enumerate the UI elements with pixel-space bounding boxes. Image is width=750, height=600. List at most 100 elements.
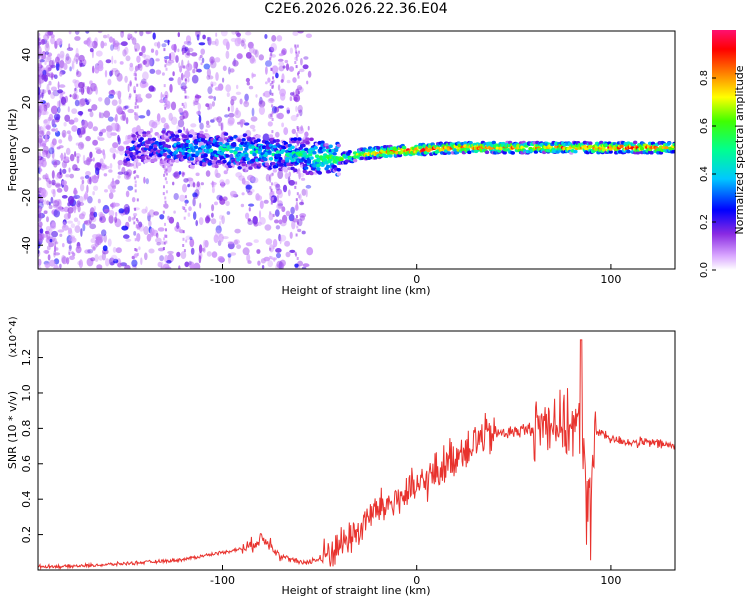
noise-blob (186, 52, 192, 56)
noise-blob (38, 45, 42, 55)
noise-blob (38, 238, 41, 243)
spectrogram-cell (588, 144, 593, 149)
y-tick-label: -40 (20, 236, 33, 254)
noise-blob (230, 103, 235, 113)
noise-streak (133, 176, 136, 180)
noise-blob (207, 86, 213, 95)
noise-streak (296, 44, 299, 48)
noise-blob (61, 195, 68, 199)
noise-blob (81, 179, 85, 185)
noise-blob (80, 86, 85, 95)
noise-blob (53, 252, 61, 256)
noise-blob (206, 217, 212, 222)
spectrogram-cell (388, 154, 393, 158)
y-tick-label: 40 (20, 48, 33, 62)
noise-blob (95, 167, 100, 176)
noise-blob (305, 33, 312, 39)
noise-blob (233, 239, 240, 245)
noise-blob (79, 127, 86, 135)
noise-blob (170, 101, 177, 111)
noise-blob (48, 147, 55, 155)
noise-streak (269, 57, 272, 61)
noise-blob (187, 60, 190, 68)
spectrogram-cell (225, 142, 230, 146)
noise-blob (38, 102, 42, 110)
noise-streak (184, 90, 187, 94)
noise-blob (46, 83, 50, 93)
noise-blob (190, 123, 197, 128)
colorbar-label: Normalized spectral amplitude (733, 65, 746, 234)
colorbar-tick-label: 0.2 (699, 214, 710, 230)
noise-blob (55, 127, 58, 133)
noise-blob (39, 165, 42, 175)
noise-blob (98, 97, 103, 102)
spectrogram-cell (191, 149, 196, 153)
noise-streak (137, 175, 140, 179)
colorbar: 0.0 0.2 0.4 0.6 0.8 Normalized spectral ampl… (699, 30, 746, 278)
noise-blob (276, 112, 284, 120)
noise-blob (267, 77, 271, 83)
noise-blob (128, 216, 132, 222)
noise-blob (297, 228, 302, 233)
noise-blob (274, 198, 277, 203)
noise-blob (97, 198, 101, 204)
noise-blob (253, 239, 259, 244)
noise-blob (152, 32, 156, 40)
noise-blob (94, 66, 100, 74)
noise-blob (206, 251, 212, 257)
spectrogram-cell (313, 146, 318, 150)
noise-blob (192, 192, 198, 198)
noise-blob (198, 217, 204, 226)
noise-blob (41, 143, 47, 147)
noise-blob (284, 172, 289, 179)
noise-blob (210, 119, 215, 123)
noise-blob (136, 55, 141, 63)
noise-blob (205, 129, 208, 133)
noise-blob (100, 40, 105, 49)
noise-blob (226, 211, 231, 215)
noise-streak (134, 112, 137, 116)
noise-streak (269, 247, 272, 251)
noise-blob (61, 224, 69, 231)
noise-blob (295, 105, 298, 112)
noise-blob (38, 235, 43, 241)
spectrogram-cell (188, 134, 193, 138)
noise-blob (92, 65, 95, 74)
spectrogram-cell (134, 158, 139, 163)
spectrogram-cell (280, 149, 286, 153)
noise-blob (57, 81, 60, 90)
noise-blob (68, 251, 71, 256)
noise-streak (181, 102, 184, 106)
noise-blob (300, 125, 304, 132)
noise-blob (166, 164, 172, 173)
spectrogram-cell (446, 151, 452, 155)
noise-blob (276, 260, 283, 269)
noise-streak (181, 206, 184, 210)
noise-streak (182, 48, 185, 52)
noise-streak (184, 195, 187, 199)
noise-blob (110, 261, 115, 266)
noise-streak (162, 247, 165, 250)
noise-blob (86, 184, 89, 194)
noise-blob (86, 86, 91, 94)
noise-streak (272, 76, 274, 80)
noise-blob (294, 263, 299, 268)
noise-blob (288, 171, 292, 178)
noise-blob (225, 200, 230, 207)
noise-blob (44, 31, 51, 37)
noise-blob (46, 125, 51, 131)
spectrogram-cell (339, 157, 344, 162)
noise-blob (149, 68, 156, 74)
noise-blob (84, 249, 91, 254)
noise-blob (46, 200, 50, 206)
spectrogram-x-ticks: -100 0 100 (210, 264, 621, 286)
noise-blob (108, 192, 114, 200)
colorbar-tick-label: 0.6 (699, 118, 710, 134)
noise-blob (54, 241, 59, 245)
spectrogram-cell (187, 149, 192, 153)
noise-blob (122, 49, 127, 57)
noise-blob (156, 113, 161, 122)
noise-blob (257, 221, 262, 226)
y-tick-label: 0.6 (20, 455, 33, 473)
spectrogram-cell (146, 130, 151, 135)
